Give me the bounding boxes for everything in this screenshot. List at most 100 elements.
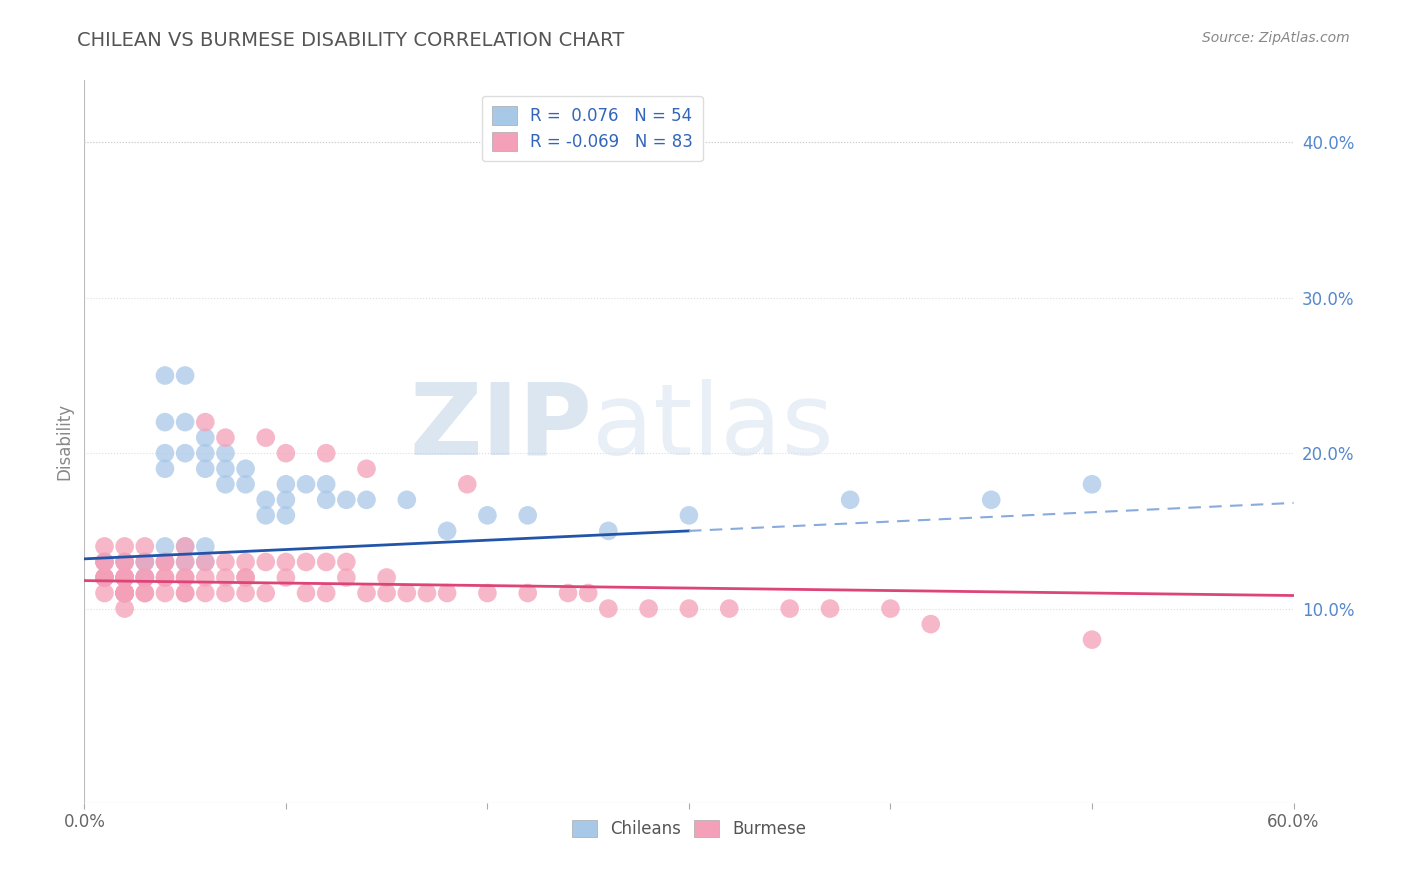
Point xyxy=(254,508,277,523)
Point xyxy=(114,570,136,584)
Point xyxy=(678,508,700,523)
Point xyxy=(356,461,378,475)
Point xyxy=(194,555,217,569)
Point xyxy=(114,586,136,600)
Point xyxy=(93,570,115,584)
Point xyxy=(254,555,277,569)
Point xyxy=(174,570,197,584)
Point xyxy=(153,540,176,554)
Point xyxy=(134,570,156,584)
Point xyxy=(153,570,176,584)
Point xyxy=(174,446,197,460)
Point xyxy=(153,555,176,569)
Point xyxy=(114,586,136,600)
Point xyxy=(839,492,862,507)
Point xyxy=(436,524,458,538)
Point xyxy=(134,555,156,569)
Point xyxy=(254,431,277,445)
Point xyxy=(114,570,136,584)
Point xyxy=(134,586,156,600)
Point xyxy=(557,586,579,600)
Point xyxy=(134,555,156,569)
Point xyxy=(1081,477,1104,491)
Point xyxy=(153,415,176,429)
Point xyxy=(93,570,115,584)
Point xyxy=(235,570,257,584)
Point xyxy=(114,586,136,600)
Point xyxy=(153,570,176,584)
Point xyxy=(174,540,197,554)
Point xyxy=(335,555,357,569)
Point xyxy=(134,570,156,584)
Point xyxy=(174,570,197,584)
Point xyxy=(114,586,136,600)
Point xyxy=(375,586,398,600)
Point xyxy=(214,570,236,584)
Point xyxy=(93,540,115,554)
Point xyxy=(637,601,659,615)
Point xyxy=(274,555,297,569)
Point xyxy=(598,601,620,615)
Point xyxy=(174,540,197,554)
Point xyxy=(598,524,620,538)
Point xyxy=(818,601,841,615)
Text: atlas: atlas xyxy=(592,378,834,475)
Point xyxy=(214,555,236,569)
Point xyxy=(335,570,357,584)
Point xyxy=(194,461,217,475)
Point xyxy=(114,555,136,569)
Point xyxy=(416,586,439,600)
Point xyxy=(335,492,357,507)
Point xyxy=(879,601,901,615)
Point xyxy=(93,586,115,600)
Y-axis label: Disability: Disability xyxy=(55,403,73,480)
Point xyxy=(516,508,538,523)
Point xyxy=(114,586,136,600)
Point xyxy=(194,415,217,429)
Point xyxy=(114,601,136,615)
Point xyxy=(235,586,257,600)
Point xyxy=(477,508,499,523)
Point xyxy=(174,415,197,429)
Point xyxy=(214,586,236,600)
Text: ZIP: ZIP xyxy=(409,378,592,475)
Point xyxy=(153,461,176,475)
Text: CHILEAN VS BURMESE DISABILITY CORRELATION CHART: CHILEAN VS BURMESE DISABILITY CORRELATIO… xyxy=(77,31,624,50)
Point xyxy=(576,586,599,600)
Point xyxy=(114,555,136,569)
Point xyxy=(153,555,176,569)
Point xyxy=(153,368,176,383)
Point xyxy=(214,446,236,460)
Point xyxy=(516,586,538,600)
Point xyxy=(134,570,156,584)
Point xyxy=(395,492,418,507)
Point xyxy=(436,586,458,600)
Point xyxy=(274,508,297,523)
Point xyxy=(194,431,217,445)
Point xyxy=(93,570,115,584)
Point xyxy=(93,570,115,584)
Point xyxy=(93,555,115,569)
Point xyxy=(235,477,257,491)
Point xyxy=(134,555,156,569)
Point xyxy=(214,431,236,445)
Point xyxy=(678,601,700,615)
Point xyxy=(194,555,217,569)
Point xyxy=(274,477,297,491)
Legend: Chileans, Burmese: Chileans, Burmese xyxy=(565,814,813,845)
Point xyxy=(194,540,217,554)
Point xyxy=(395,586,418,600)
Point xyxy=(134,540,156,554)
Point xyxy=(375,570,398,584)
Point xyxy=(93,555,115,569)
Point xyxy=(779,601,801,615)
Point xyxy=(114,586,136,600)
Point xyxy=(477,586,499,600)
Point xyxy=(315,446,337,460)
Point xyxy=(274,492,297,507)
Point xyxy=(295,586,318,600)
Point xyxy=(153,586,176,600)
Point xyxy=(1081,632,1104,647)
Point xyxy=(153,555,176,569)
Point xyxy=(174,586,197,600)
